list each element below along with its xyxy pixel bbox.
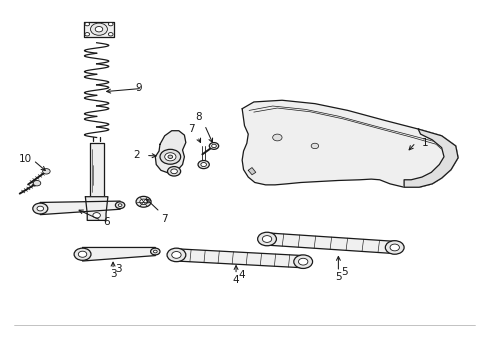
Text: 7: 7	[161, 213, 167, 224]
Circle shape	[211, 144, 216, 148]
Circle shape	[78, 251, 86, 257]
Circle shape	[310, 143, 318, 149]
Text: 3: 3	[109, 269, 116, 279]
Circle shape	[198, 161, 209, 168]
Text: 3: 3	[115, 265, 122, 274]
Text: 10: 10	[19, 154, 32, 164]
Circle shape	[136, 196, 151, 207]
Circle shape	[33, 203, 48, 214]
Polygon shape	[265, 233, 395, 253]
Polygon shape	[403, 129, 457, 187]
Text: 5: 5	[340, 267, 346, 277]
Text: 4: 4	[238, 270, 244, 279]
Circle shape	[93, 213, 100, 218]
Polygon shape	[85, 197, 108, 220]
Circle shape	[298, 258, 307, 265]
Circle shape	[171, 252, 181, 258]
Text: 8: 8	[195, 112, 202, 122]
Circle shape	[167, 248, 185, 262]
Polygon shape	[83, 22, 114, 37]
Circle shape	[167, 167, 180, 176]
Circle shape	[115, 202, 124, 208]
Circle shape	[153, 250, 157, 253]
Circle shape	[293, 255, 312, 269]
Circle shape	[95, 27, 102, 32]
Polygon shape	[176, 249, 303, 268]
Polygon shape	[248, 168, 255, 175]
Circle shape	[150, 248, 160, 255]
Circle shape	[389, 244, 399, 251]
Circle shape	[42, 168, 50, 174]
Text: 4: 4	[232, 275, 239, 284]
Polygon shape	[155, 131, 185, 173]
Circle shape	[33, 180, 41, 186]
Polygon shape	[40, 201, 120, 215]
Circle shape	[272, 134, 282, 141]
Polygon shape	[242, 100, 457, 187]
Text: 6: 6	[103, 217, 110, 227]
Text: 7: 7	[188, 125, 195, 134]
Circle shape	[108, 32, 113, 36]
Circle shape	[85, 32, 89, 36]
Circle shape	[118, 204, 122, 207]
Text: 2: 2	[133, 150, 140, 161]
Circle shape	[164, 153, 176, 161]
Polygon shape	[89, 143, 103, 198]
Circle shape	[257, 232, 276, 246]
Text: 5: 5	[334, 272, 341, 282]
Text: 9: 9	[135, 83, 142, 93]
Circle shape	[201, 162, 206, 167]
Circle shape	[37, 206, 43, 211]
Circle shape	[170, 169, 177, 174]
Circle shape	[160, 149, 180, 164]
Circle shape	[385, 241, 403, 254]
Text: 1: 1	[421, 138, 427, 148]
Circle shape	[168, 155, 172, 158]
Circle shape	[209, 143, 218, 149]
Circle shape	[85, 22, 89, 26]
Circle shape	[108, 22, 113, 26]
Circle shape	[90, 23, 107, 35]
Circle shape	[140, 199, 147, 204]
Circle shape	[262, 235, 271, 242]
Circle shape	[74, 248, 91, 260]
Polygon shape	[82, 247, 155, 261]
